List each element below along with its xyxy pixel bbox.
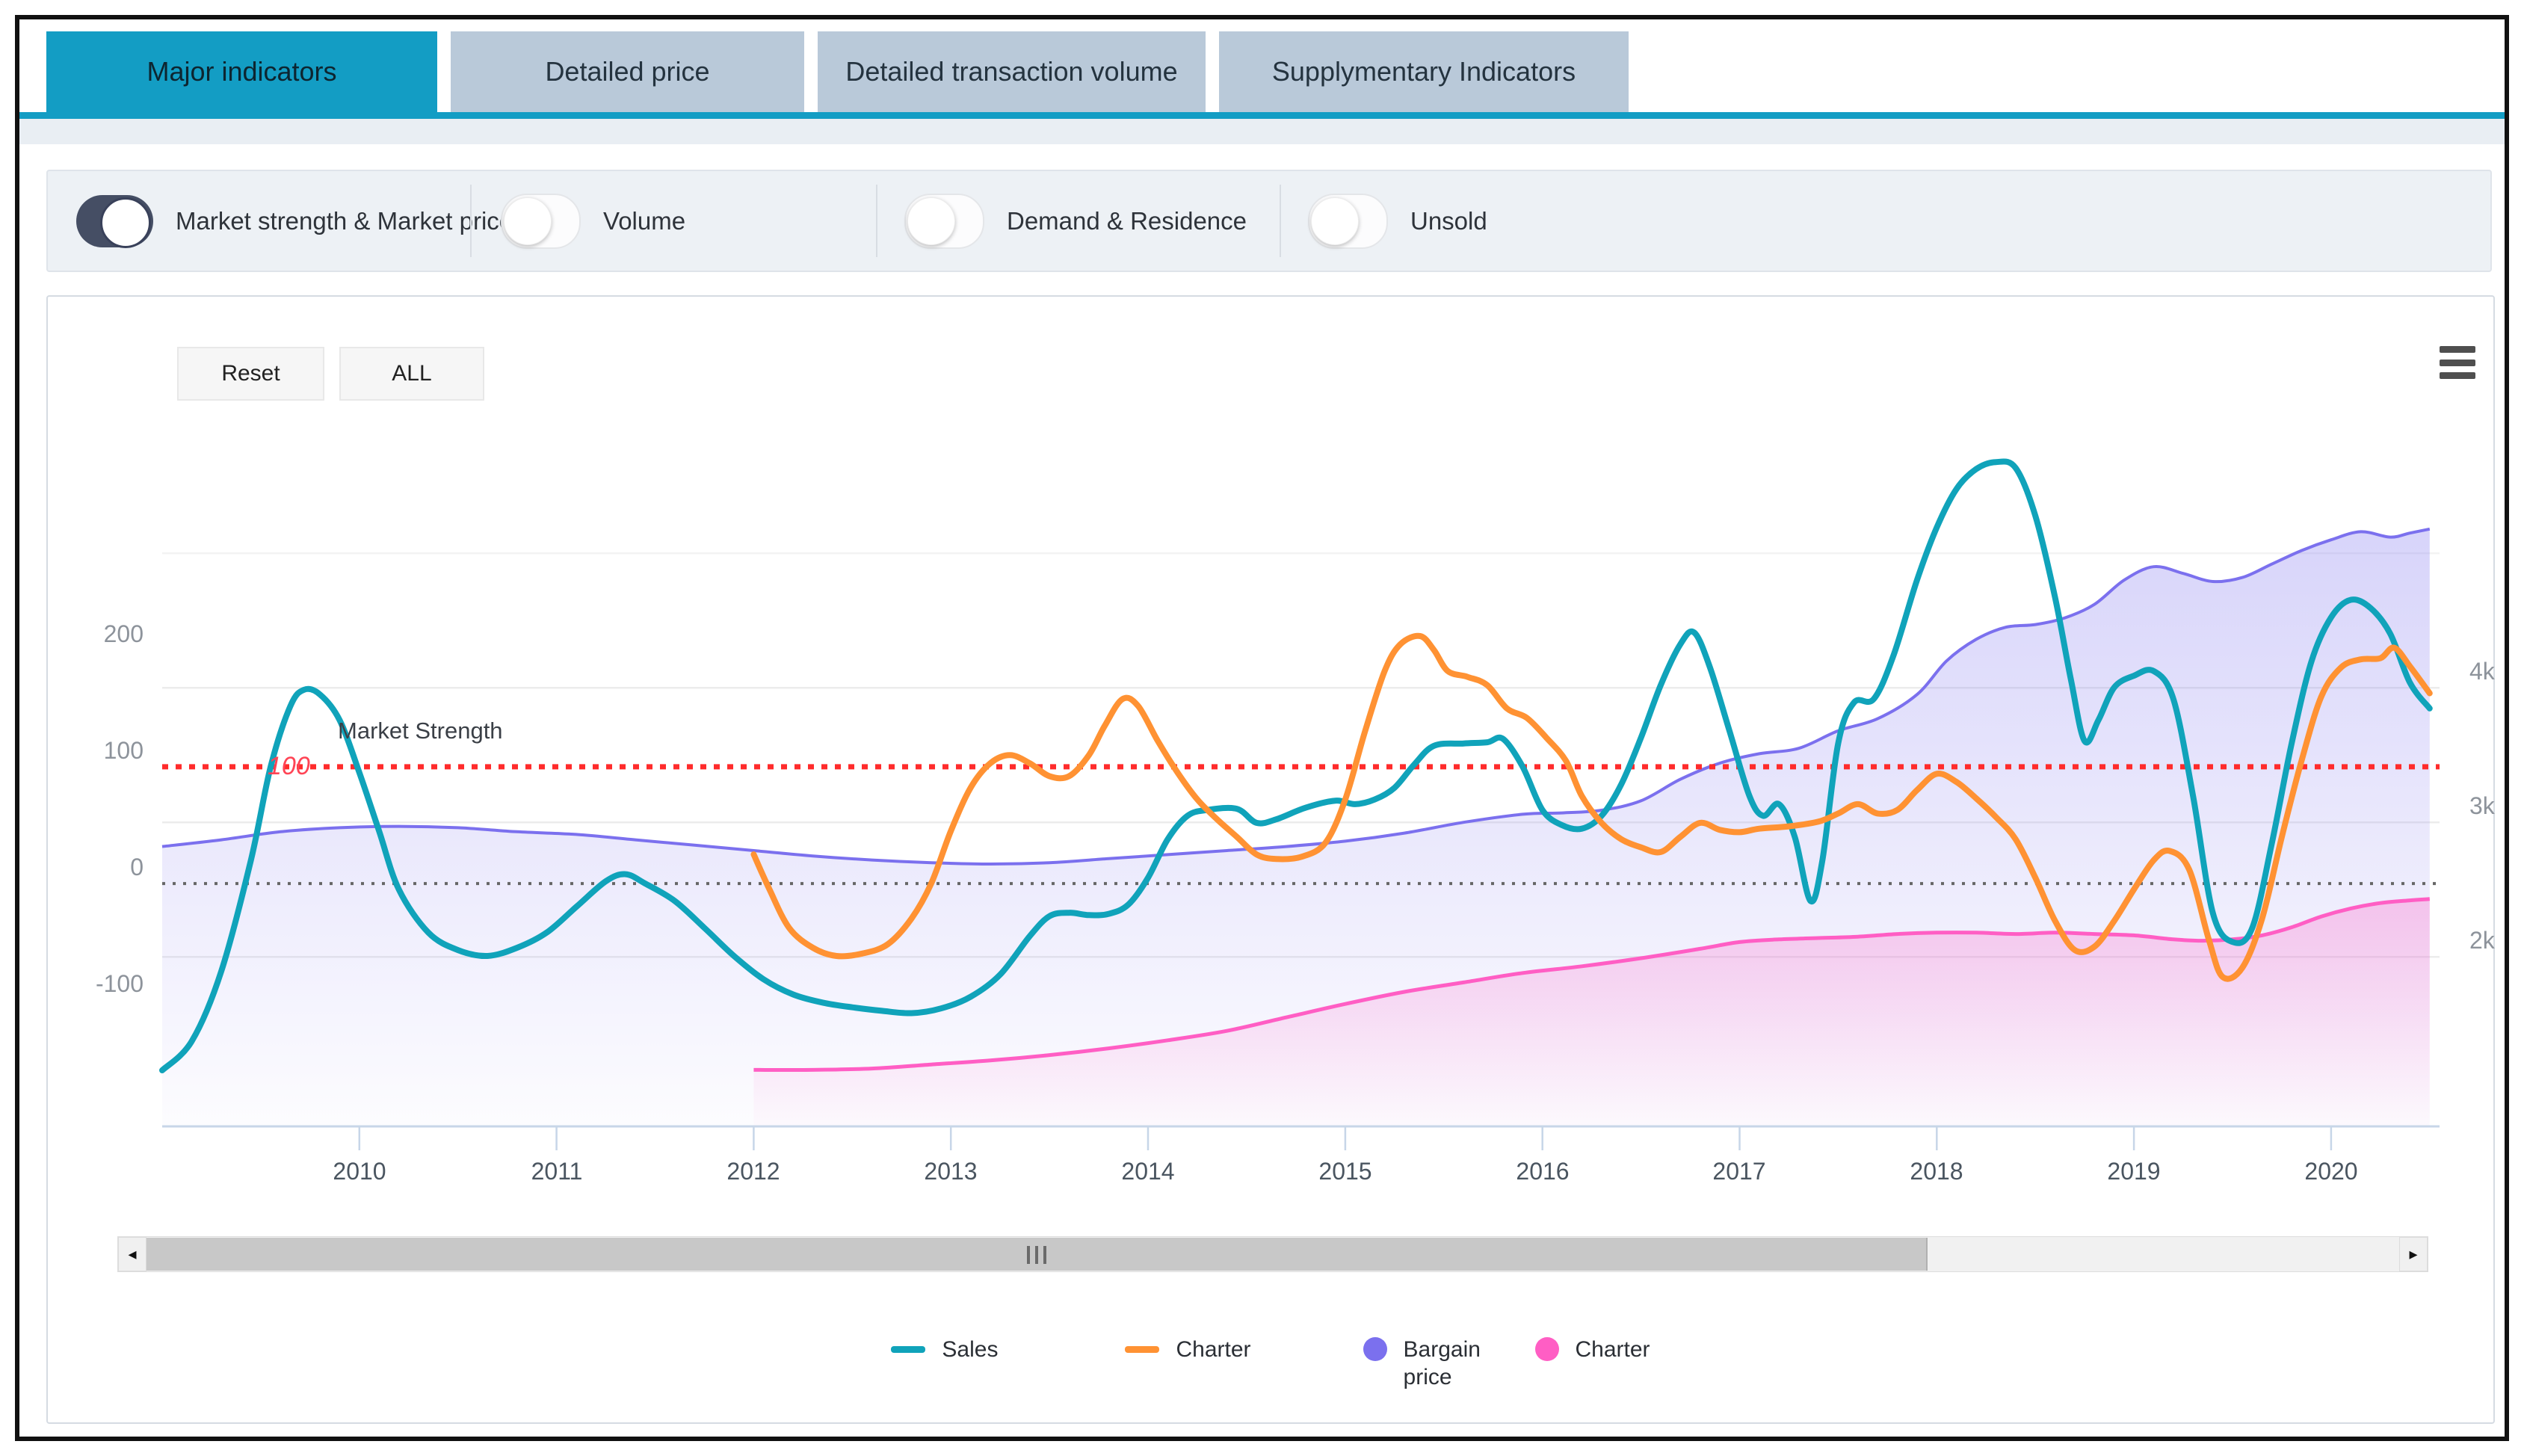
tab-underline	[19, 112, 2505, 119]
x-axis-tick-label: 2016	[1516, 1158, 1570, 1185]
toggle-unsold[interactable]	[1308, 193, 1388, 249]
toggle-demand-residence[interactable]	[904, 193, 984, 249]
toggle-label: Market strength & Market price	[176, 206, 513, 235]
hamburger-icon[interactable]	[2440, 346, 2475, 379]
chart-svg[interactable]	[159, 420, 2440, 1160]
toggle-knob	[1311, 197, 1359, 245]
tab-detailed-price[interactable]: Detailed price	[451, 31, 804, 112]
app-frame: Major indicators Detailed price Detailed…	[15, 15, 2509, 1441]
scrollbar-left-arrow-icon[interactable]: ◂	[118, 1237, 146, 1271]
divider	[1280, 185, 1281, 257]
left-axis-tick-label: 100	[103, 737, 144, 764]
legend-item-sales[interactable]: Sales	[891, 1336, 998, 1363]
toggle-knob	[907, 197, 955, 245]
bargain-price-dot-swatch	[1363, 1337, 1387, 1361]
tab-detailed-transaction-volume[interactable]: Detailed transaction volume	[818, 31, 1206, 112]
toggle-label: Demand & Residence	[1007, 206, 1247, 235]
x-axis-tick-label: 2013	[924, 1158, 978, 1185]
left-axis-tick-label: 200	[103, 620, 144, 647]
plot-area[interactable]: 200 100 0 -100 4k 3k 2k 2010 2011 2012 2013 2014 201…	[96, 420, 2495, 1185]
x-axis-tick-label: 2010	[333, 1158, 386, 1185]
legend-label: Charter	[1176, 1337, 1251, 1362]
legend-item-charter-line[interactable]: Charter	[1125, 1336, 1251, 1363]
toggle-market-strength-market-price[interactable]	[76, 194, 153, 248]
charter-dot-swatch	[1534, 1337, 1559, 1361]
x-axis-tick-label: 2017	[1712, 1158, 1766, 1185]
tab-major-indicators[interactable]: Major indicators	[46, 31, 437, 112]
right-axis-tick-label: 2k	[2469, 927, 2495, 954]
legend-label: Charter	[1575, 1337, 1650, 1362]
x-axis-tick-label: 2015	[1318, 1158, 1372, 1185]
right-axis-tick-label: 4k	[2469, 658, 2495, 685]
toggle-label: Unsold	[1410, 206, 1487, 235]
legend-label: Bargain price	[1403, 1337, 1481, 1389]
divider	[876, 185, 877, 257]
x-axis-tick-label: 2019	[2107, 1158, 2161, 1185]
chart-legend: Sales Charter Bargain price Charter	[48, 1336, 2493, 1391]
x-axis-tick-label: 2012	[726, 1158, 780, 1185]
chart-card: Reset ALL 200 100 0 -100 4k 3k 2k 2010 2011 2012 2…	[46, 295, 2495, 1424]
sales-line-swatch	[891, 1346, 926, 1353]
market-strength-annotation: Market Strength	[338, 718, 503, 744]
all-button[interactable]: ALL	[339, 347, 484, 401]
scrollbar-grip-icon	[1026, 1246, 1046, 1264]
toggle-label: Volume	[603, 206, 686, 235]
reset-button[interactable]: Reset	[177, 347, 324, 401]
chart-scrollbar[interactable]: ◂ ▸	[117, 1236, 2428, 1272]
right-axis-tick-label: 3k	[2469, 792, 2495, 819]
legend-item-charter-area[interactable]: Charter	[1534, 1336, 1650, 1363]
x-axis-tick-label: 2014	[1121, 1158, 1175, 1185]
charter-line-swatch	[1125, 1346, 1160, 1353]
toggle-volume[interactable]	[501, 193, 581, 249]
x-axis-tick-label: 2018	[1910, 1158, 1963, 1185]
tab-subband	[19, 119, 2505, 144]
tab-supplymentary-indicators[interactable]: Supplymentary Indicators	[1219, 31, 1629, 112]
x-axis-tick-label: 2020	[2304, 1158, 2358, 1185]
tab-bar: Major indicators Detailed price Detailed…	[46, 31, 1629, 112]
left-axis-tick-label: -100	[95, 970, 144, 997]
left-axis-tick-label: 0	[130, 854, 144, 880]
threshold-value-label: 100	[268, 752, 310, 780]
toggle-knob	[100, 197, 151, 248]
scrollbar-right-arrow-icon[interactable]: ▸	[2399, 1237, 2428, 1271]
scrollbar-thumb[interactable]	[146, 1238, 1928, 1271]
toggle-panel: Market strength & Market price Volume De…	[46, 170, 2492, 272]
legend-item-bargain-price[interactable]: Bargain price	[1363, 1336, 1501, 1391]
x-axis-tick-label: 2011	[531, 1158, 583, 1185]
toggle-knob	[504, 197, 552, 245]
divider	[470, 185, 472, 257]
legend-label: Sales	[942, 1337, 999, 1362]
